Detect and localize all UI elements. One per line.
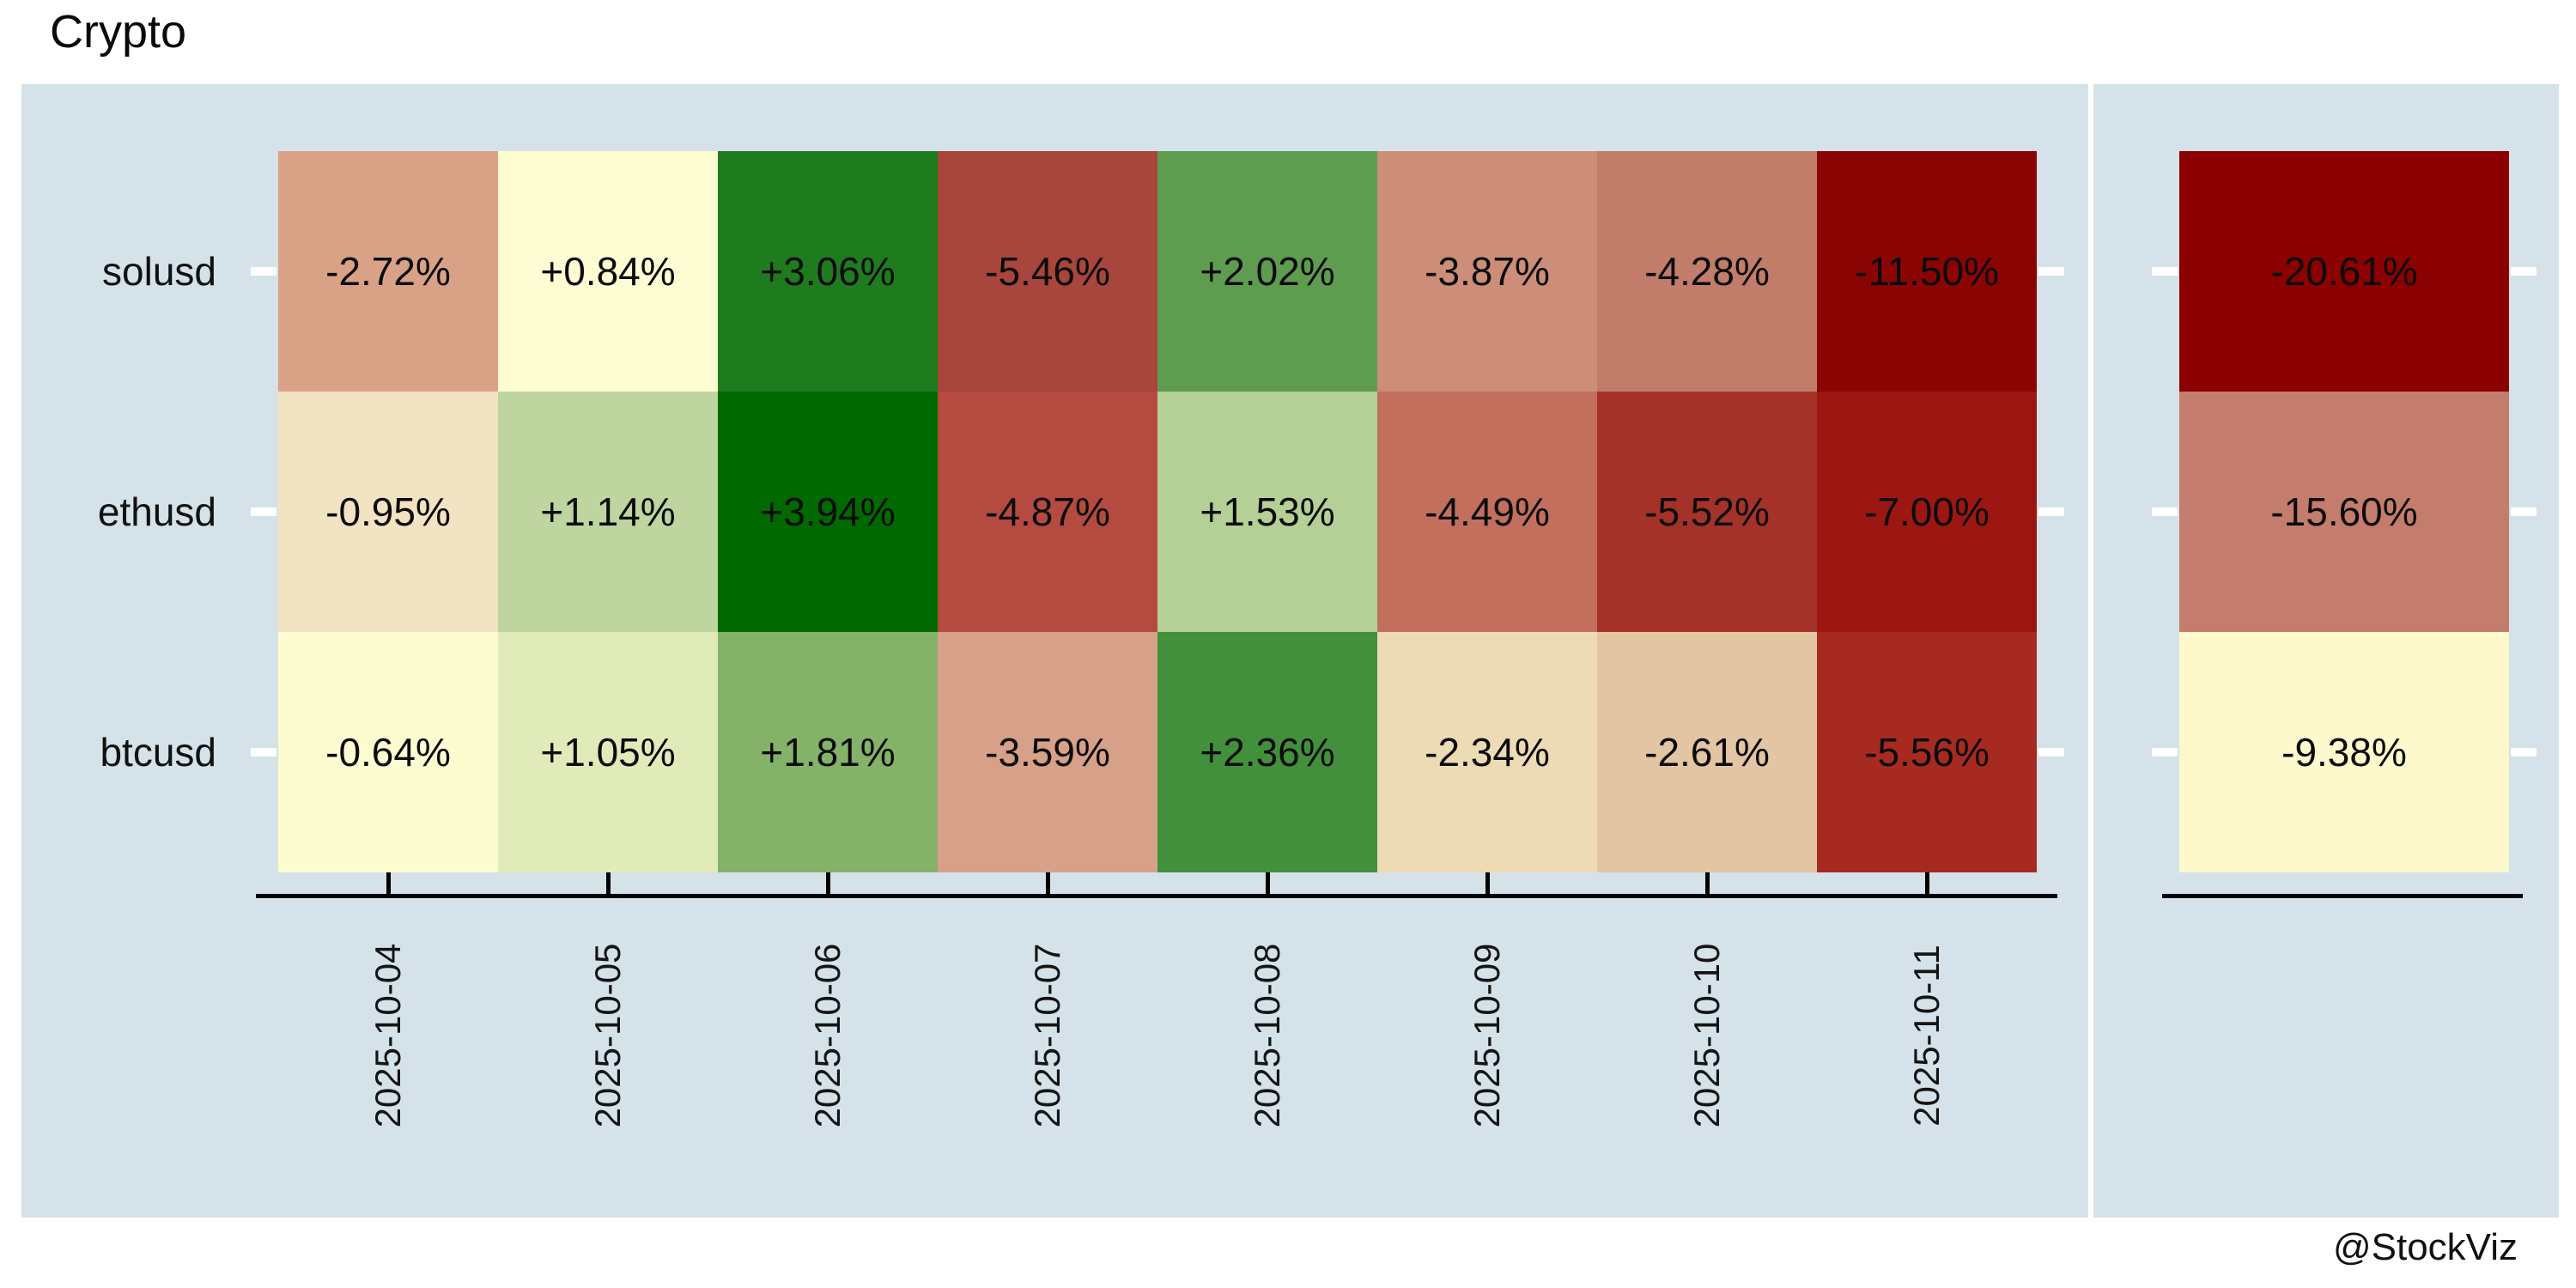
heatmap-cell: -0.64%: [278, 632, 498, 872]
x-tick: [606, 872, 611, 894]
heatmap-cell: -5.46%: [938, 151, 1157, 392]
watermark: @StockViz: [2332, 1226, 2518, 1268]
x-tick: [1925, 872, 1929, 894]
heatmap-cell: -4.49%: [1377, 392, 1597, 632]
y-tick: [2152, 748, 2178, 756]
y-tick: [251, 507, 276, 516]
heatmap-cell: -7.00%: [1817, 392, 2037, 632]
y-tick: [2038, 267, 2064, 276]
heatmap-cell: -4.87%: [938, 392, 1157, 632]
heatmap-cell: +2.36%: [1157, 632, 1377, 872]
x-axis-line-main: [256, 894, 2057, 898]
x-axis-label: 2025-10-06: [807, 943, 848, 1128]
row-label-btcusd: btcusd: [100, 730, 216, 775]
x-axis-line-total: [2162, 894, 2523, 898]
heatmap-cell: -11.50%: [1817, 151, 2037, 392]
heatmap-cell: +1.81%: [718, 632, 938, 872]
heatmap-cell: -3.59%: [938, 632, 1157, 872]
y-tick: [2511, 748, 2537, 756]
heatmap-cell: -3.87%: [1377, 151, 1597, 392]
heatmap-cell: +2.02%: [1157, 151, 1377, 392]
x-axis-label: 2025-10-07: [1027, 943, 1067, 1128]
heatmap-cell: +1.53%: [1157, 392, 1377, 632]
x-axis-label: 2025-10-09: [1467, 943, 1507, 1128]
y-tick: [2511, 507, 2537, 516]
y-tick: [251, 267, 276, 276]
heatmap-cell: +1.14%: [498, 392, 718, 632]
x-axis-label: 2025-10-11: [1906, 945, 1947, 1127]
heatmap-cell: -5.52%: [1597, 392, 1817, 632]
x-tick: [1485, 872, 1490, 894]
x-axis-label: 2025-10-05: [587, 943, 628, 1128]
y-tick: [2038, 507, 2064, 516]
row-label-ethusd: ethusd: [97, 489, 216, 534]
x-tick: [1705, 872, 1710, 894]
y-tick: [2152, 507, 2178, 516]
heatmap-cell: -2.61%: [1597, 632, 1817, 872]
total-cell: -20.61%: [2179, 151, 2509, 392]
y-tick: [2511, 267, 2537, 276]
total-cell: -15.60%: [2179, 392, 2509, 632]
total-cell: -9.38%: [2179, 632, 2509, 872]
x-tick: [386, 872, 391, 894]
heatmap-cell: +0.84%: [498, 151, 718, 392]
heatmap-cell: -2.72%: [278, 151, 498, 392]
heatmap-cell: +3.06%: [718, 151, 938, 392]
y-tick: [2152, 267, 2178, 276]
x-tick: [1266, 872, 1270, 894]
x-tick: [1046, 872, 1050, 894]
x-axis-label: 2025-10-10: [1686, 943, 1727, 1128]
page-title: Crypto: [50, 6, 187, 58]
heatmap-cell: -0.95%: [278, 392, 498, 632]
x-tick: [826, 872, 830, 894]
y-tick: [251, 748, 276, 756]
y-tick: [2038, 748, 2064, 756]
heatmap-cell: -5.56%: [1817, 632, 2037, 872]
heatmap-cell: -4.28%: [1597, 151, 1817, 392]
x-axis-label: 2025-10-08: [1247, 943, 1287, 1128]
heatmap-cell: +3.94%: [718, 392, 938, 632]
heatmap-cell: +1.05%: [498, 632, 718, 872]
heatmap-cell: -2.34%: [1377, 632, 1597, 872]
x-axis-label: 2025-10-04: [368, 943, 408, 1128]
row-label-solusd: solusd: [102, 249, 216, 294]
